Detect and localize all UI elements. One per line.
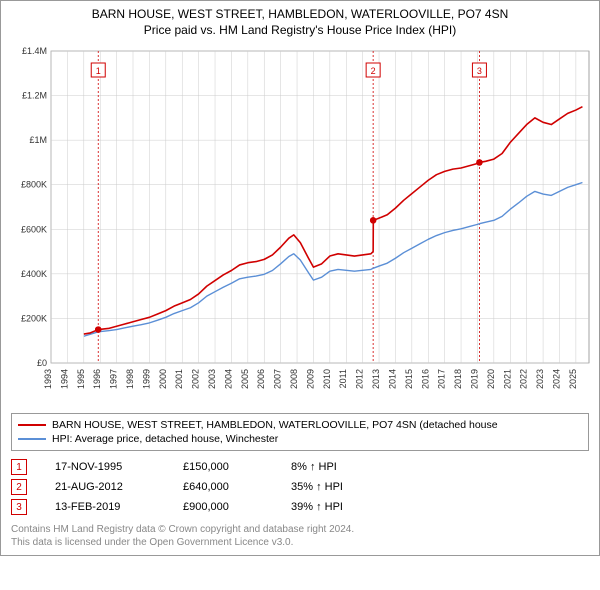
svg-text:2019: 2019: [469, 369, 479, 389]
marker-date: 21-AUG-2012: [55, 481, 155, 493]
svg-text:£1.2M: £1.2M: [22, 91, 47, 101]
marker-badge: 2: [11, 479, 27, 495]
svg-text:£400K: £400K: [21, 269, 47, 279]
svg-text:2012: 2012: [355, 369, 365, 389]
title-main: BARN HOUSE, WEST STREET, HAMBLEDON, WATE…: [5, 7, 595, 21]
marker-row: 2 21-AUG-2012 £640,000 35% ↑ HPI: [11, 477, 589, 497]
svg-text:£600K: £600K: [21, 224, 47, 234]
legend-swatch: [18, 438, 46, 440]
marker-row: 1 17-NOV-1995 £150,000 8% ↑ HPI: [11, 457, 589, 477]
svg-text:£200K: £200K: [21, 313, 47, 323]
svg-text:2003: 2003: [207, 369, 217, 389]
svg-text:2006: 2006: [256, 369, 266, 389]
svg-text:2002: 2002: [191, 369, 201, 389]
chart-area: £0 £200K £400K £600K £800K £1M £1.2M £1.4M 1993 1…: [1, 39, 599, 409]
svg-text:1993: 1993: [43, 369, 53, 389]
svg-text:2007: 2007: [273, 369, 283, 389]
markers-table: 1 17-NOV-1995 £150,000 8% ↑ HPI 2 21-AUG…: [11, 457, 589, 517]
chart-container: BARN HOUSE, WEST STREET, HAMBLEDON, WATE…: [0, 0, 600, 556]
svg-text:2025: 2025: [568, 369, 578, 389]
legend-row: BARN HOUSE, WEST STREET, HAMBLEDON, WATE…: [18, 418, 582, 432]
svg-text:2010: 2010: [322, 369, 332, 389]
title-block: BARN HOUSE, WEST STREET, HAMBLEDON, WATE…: [1, 1, 599, 39]
svg-text:2004: 2004: [223, 369, 233, 389]
marker-date: 13-FEB-2019: [55, 501, 155, 513]
marker-hpi: 39% ↑ HPI: [291, 501, 381, 513]
svg-text:£1M: £1M: [29, 135, 47, 145]
attribution: Contains HM Land Registry data © Crown c…: [11, 523, 589, 549]
svg-text:1995: 1995: [76, 369, 86, 389]
marker-hpi: 35% ↑ HPI: [291, 481, 381, 493]
svg-text:2021: 2021: [502, 369, 512, 389]
svg-text:2020: 2020: [486, 369, 496, 389]
marker-row: 3 13-FEB-2019 £900,000 39% ↑ HPI: [11, 497, 589, 517]
svg-text:£800K: £800K: [21, 180, 47, 190]
legend-label: BARN HOUSE, WEST STREET, HAMBLEDON, WATE…: [52, 419, 498, 431]
svg-text:1997: 1997: [109, 369, 119, 389]
svg-text:2000: 2000: [158, 369, 168, 389]
svg-text:2005: 2005: [240, 369, 250, 389]
svg-text:1996: 1996: [92, 369, 102, 389]
svg-text:2008: 2008: [289, 369, 299, 389]
svg-text:1999: 1999: [141, 369, 151, 389]
svg-text:2022: 2022: [519, 369, 529, 389]
svg-text:2014: 2014: [387, 369, 397, 389]
svg-text:2013: 2013: [371, 369, 381, 389]
marker-badge: 3: [11, 499, 27, 515]
chart-svg: £0 £200K £400K £600K £800K £1M £1.2M £1.4M 1993 1…: [5, 43, 593, 405]
legend-swatch: [18, 424, 46, 426]
marker-price: £900,000: [183, 501, 263, 513]
marker-date: 17-NOV-1995: [55, 461, 155, 473]
marker-price: £640,000: [183, 481, 263, 493]
svg-text:2011: 2011: [338, 369, 348, 388]
svg-text:2: 2: [371, 66, 376, 76]
attribution-line: Contains HM Land Registry data © Crown c…: [11, 523, 589, 536]
legend-row: HPI: Average price, detached house, Winc…: [18, 432, 582, 446]
svg-text:1998: 1998: [125, 369, 135, 389]
svg-text:3: 3: [477, 66, 482, 76]
svg-text:2001: 2001: [174, 369, 184, 389]
svg-text:2017: 2017: [437, 369, 447, 389]
attribution-line: This data is licensed under the Open Gov…: [11, 536, 589, 549]
marker-hpi: 8% ↑ HPI: [291, 461, 381, 473]
marker-price: £150,000: [183, 461, 263, 473]
svg-text:2024: 2024: [551, 369, 561, 389]
marker-badge: 1: [11, 459, 27, 475]
svg-text:£0: £0: [37, 358, 47, 368]
svg-text:£1.4M: £1.4M: [22, 46, 47, 56]
svg-text:2009: 2009: [305, 369, 315, 389]
svg-text:2023: 2023: [535, 369, 545, 389]
svg-text:2016: 2016: [420, 369, 430, 389]
legend-label: HPI: Average price, detached house, Winc…: [52, 433, 278, 445]
svg-text:1994: 1994: [59, 369, 69, 389]
svg-text:1: 1: [96, 66, 101, 76]
svg-text:2018: 2018: [453, 369, 463, 389]
legend: BARN HOUSE, WEST STREET, HAMBLEDON, WATE…: [11, 413, 589, 451]
title-sub: Price paid vs. HM Land Registry's House …: [5, 23, 595, 37]
svg-text:2015: 2015: [404, 369, 414, 389]
